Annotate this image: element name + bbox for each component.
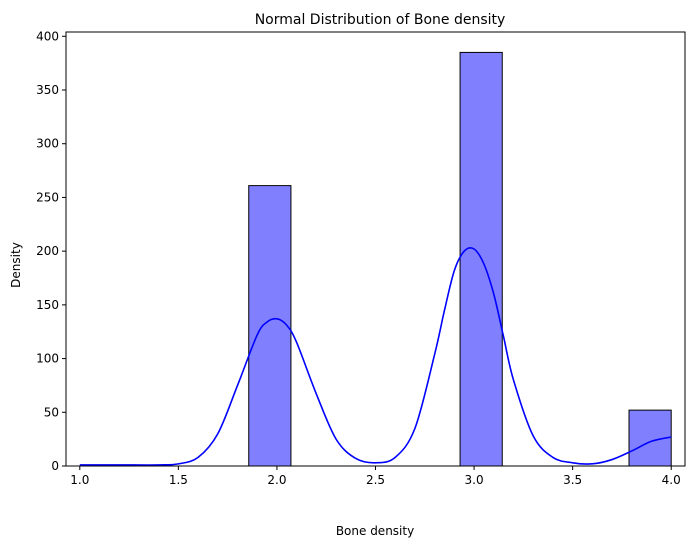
x-tick-label: 2.5 [366, 473, 385, 487]
y-tick-label: 350 [36, 83, 59, 97]
y-tick-label: 400 [36, 29, 59, 43]
y-tick-label: 100 [36, 352, 59, 366]
x-axis-label: Bone density [336, 524, 414, 538]
y-tick-label: 300 [36, 137, 59, 151]
y-tick-label: 0 [51, 459, 59, 473]
x-tick-label: 1.5 [169, 473, 188, 487]
x-tick-label: 1.0 [70, 473, 89, 487]
x-tick-label: 3.0 [465, 473, 484, 487]
y-tick-label: 200 [36, 244, 59, 258]
y-tick-label: 250 [36, 190, 59, 204]
y-axis-label: Density [9, 242, 23, 288]
y-tick-label: 50 [44, 405, 59, 419]
kde-curve [79, 246, 672, 466]
x-tick-label: 4.0 [662, 473, 681, 487]
x-tick-label: 2.0 [267, 473, 286, 487]
chart-title: Normal Distribution of Bone density [255, 12, 506, 28]
histogram-bar [248, 185, 292, 467]
x-tick-label: 3.5 [563, 473, 582, 487]
plot-frame [65, 31, 686, 467]
y-tick-label: 150 [36, 298, 59, 312]
plot-area: 1.0 1.5 2.0 2.5 3.0 3.5 4.0 0 50 100 150 200 250 300 3… [36, 29, 686, 487]
